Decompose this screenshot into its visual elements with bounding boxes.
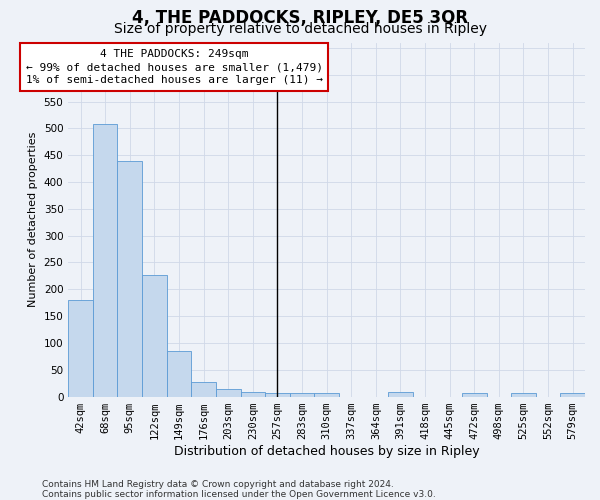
Bar xyxy=(462,394,487,396)
Bar xyxy=(511,394,536,396)
Bar xyxy=(142,275,167,396)
Bar xyxy=(167,351,191,397)
Bar xyxy=(216,389,241,396)
X-axis label: Distribution of detached houses by size in Ripley: Distribution of detached houses by size … xyxy=(174,444,479,458)
Bar xyxy=(93,124,118,396)
Bar xyxy=(191,382,216,396)
Bar xyxy=(314,394,339,396)
Bar xyxy=(290,394,314,396)
Text: 4 THE PADDOCKS: 249sqm
← 99% of detached houses are smaller (1,479)
1% of semi-d: 4 THE PADDOCKS: 249sqm ← 99% of detached… xyxy=(26,49,323,86)
Bar xyxy=(241,392,265,396)
Bar xyxy=(388,392,413,396)
Bar xyxy=(265,394,290,396)
Text: Size of property relative to detached houses in Ripley: Size of property relative to detached ho… xyxy=(113,22,487,36)
Bar xyxy=(68,300,93,396)
Bar xyxy=(560,394,585,396)
Text: 4, THE PADDOCKS, RIPLEY, DE5 3QR: 4, THE PADDOCKS, RIPLEY, DE5 3QR xyxy=(132,9,468,27)
Y-axis label: Number of detached properties: Number of detached properties xyxy=(28,132,38,307)
Bar xyxy=(118,160,142,396)
Text: Contains HM Land Registry data © Crown copyright and database right 2024.
Contai: Contains HM Land Registry data © Crown c… xyxy=(42,480,436,499)
